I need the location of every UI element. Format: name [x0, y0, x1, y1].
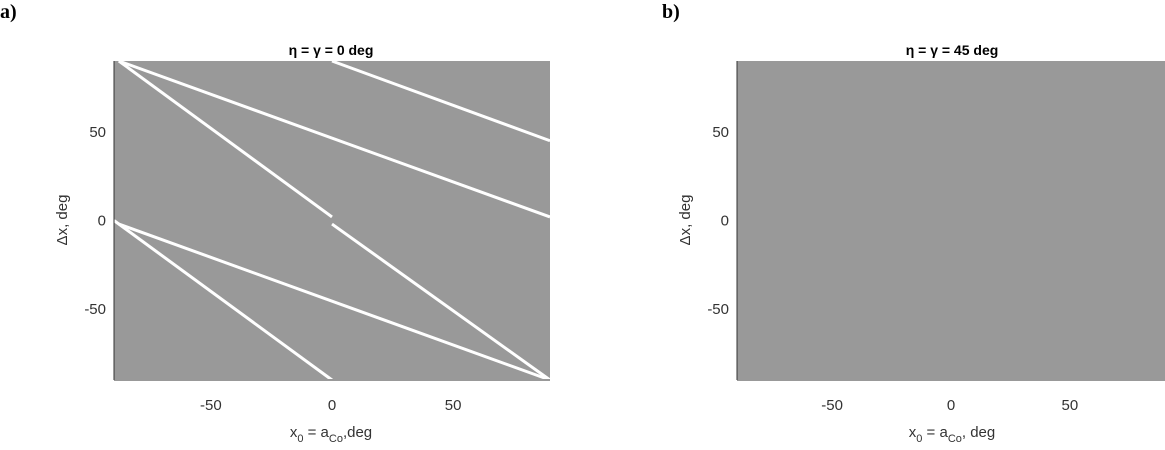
panel-a-x-tick-label: -50	[200, 397, 222, 414]
panel-b-x-tick-label: -50	[821, 397, 843, 414]
panel-a-y-label: Δx, deg	[54, 195, 71, 246]
panel-a-diagonal-line	[113, 219, 333, 382]
panel-b-ticks: -50 0 50 -50 0 50	[707, 124, 1078, 414]
panel-b-y-tick-label: 50	[712, 124, 729, 141]
panel-a-y-tick-label: 50	[89, 124, 106, 141]
panel-a-x-tick-label: 50	[445, 397, 462, 414]
panel-b-plot-area	[737, 61, 1165, 379]
panel-a-x-tick-label: 0	[328, 397, 336, 414]
panel-a-diagonal-line	[118, 222, 551, 382]
panel-b-x-tick-label: 0	[947, 397, 955, 414]
panel-a-plot-area	[114, 61, 550, 379]
panel-a: a) η = γ = 0 deg -50 0 50 -50 0 50 x0 = aCo,d…	[0, 1, 551, 445]
panel-b-label: b)	[662, 1, 680, 23]
panel-b-y-tick-label: -50	[707, 301, 729, 318]
panel-a-ticks: -50 0 50 -50 0 50	[84, 124, 461, 414]
panel-b-y-label: Δx, deg	[677, 195, 694, 246]
panel-b-x-label: x0 = aCo, deg	[909, 424, 996, 445]
panel-a-diagonal-line	[118, 59, 551, 219]
panel-a-diagonal-line	[117, 59, 333, 219]
panel-a-y-tick-label: -50	[84, 301, 106, 318]
panel-a-y-tick-label: 0	[98, 213, 106, 230]
panel-b-y-tick-label: 0	[721, 213, 729, 230]
panel-b: b) η = γ = 45 deg -50 0 50 -50 0 50 x0 = aCo,…	[662, 1, 1165, 445]
panel-a-label: a)	[0, 1, 17, 23]
panel-a-title: η = γ = 0 deg	[289, 42, 374, 58]
panel-b-x-tick-label: 50	[1062, 397, 1079, 414]
panel-a-x-label: x0 = aCo,deg	[290, 424, 372, 445]
panel-a-diagonal-lines	[113, 59, 551, 382]
panel-a-diagonal-line	[331, 222, 551, 382]
panel-b-title: η = γ = 45 deg	[906, 42, 999, 58]
panel-a-diagonal-line	[331, 59, 551, 143]
